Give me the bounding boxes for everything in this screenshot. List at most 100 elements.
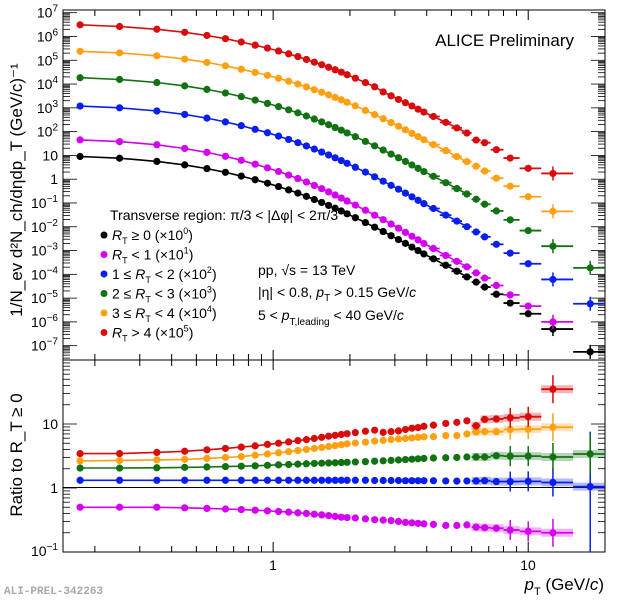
preliminary-id: ALI-PREL-342263 (4, 586, 103, 598)
data-point (263, 71, 272, 80)
data-point (294, 80, 302, 88)
ratio-point (472, 523, 480, 531)
data-point (274, 103, 283, 111)
data-point (472, 228, 480, 236)
data-point (310, 181, 318, 190)
ratio-point (274, 507, 283, 516)
ratio-point (337, 430, 345, 439)
data-point (586, 300, 594, 308)
ratio-point (325, 432, 333, 440)
data-point (76, 47, 84, 55)
data-point (586, 348, 594, 356)
legend-var: R (112, 325, 122, 341)
data-point (237, 65, 245, 73)
data-point (463, 273, 471, 281)
data-point (549, 242, 557, 250)
data-point (343, 129, 351, 137)
data-point (506, 249, 514, 257)
data-point (401, 157, 410, 166)
ratio-point (318, 459, 326, 467)
data-point (263, 179, 272, 187)
data-point (387, 119, 395, 127)
data-point (442, 261, 450, 269)
data-point (463, 158, 471, 166)
data-point (429, 112, 438, 121)
ratio-point (361, 476, 370, 484)
ratio-point (310, 444, 318, 453)
spectrum-series-3 (76, 74, 605, 275)
data-point (442, 118, 450, 126)
axis-ticks (63, 10, 606, 553)
ratio-point (414, 519, 422, 527)
data-point (325, 151, 333, 159)
ratio-point (453, 453, 461, 462)
legend-marker (100, 251, 108, 258)
ratio-point (331, 512, 339, 520)
legend-sub: T (145, 295, 151, 305)
ratio-point (251, 476, 259, 484)
data-point (115, 138, 124, 146)
data-point (549, 169, 557, 178)
data-point (76, 152, 84, 161)
data-point (429, 244, 438, 253)
ratio-y-tick-label: 10−1 (31, 542, 58, 559)
data-point (331, 204, 339, 212)
data-point (453, 217, 461, 225)
ratio-point (506, 414, 514, 422)
legend-header: Transverse region: π/3 < |Δφ| < 2π/3 (110, 207, 338, 223)
spectrum-series-1 (76, 136, 574, 329)
legend-rel: > 4 (×10 (128, 325, 184, 341)
ratio-point (221, 462, 230, 471)
ratio-point (203, 454, 211, 463)
ratio-point (472, 428, 480, 436)
bottom-y-axis-title: Ratio to R_T ≥ 0 (7, 393, 26, 516)
data-point (251, 125, 259, 133)
legend: RT ≥ 0 (×100)RT < 1 (×101)1 ≤ RT < 2 (×1… (100, 226, 217, 344)
data-point (492, 290, 500, 298)
legend-sub: T (145, 314, 151, 324)
ratio-point (181, 476, 189, 484)
ratio-point (153, 448, 161, 456)
data-point (524, 260, 532, 268)
y-tick-label-base: 10 (37, 76, 53, 92)
leading-a: 5 < (258, 307, 282, 323)
ratio-point (274, 449, 283, 457)
legend-marker (100, 329, 108, 336)
ratio-point (337, 458, 345, 467)
data-point (442, 251, 450, 260)
ratio-point (294, 460, 302, 468)
data-point (379, 227, 387, 236)
data-point (331, 93, 339, 101)
ratio-point (331, 476, 339, 484)
data-point (76, 21, 84, 29)
data-point (420, 239, 428, 248)
ratio-point (371, 437, 379, 445)
data-point (472, 195, 480, 203)
data-point (181, 161, 189, 169)
ratio-point (337, 513, 345, 521)
y-tick-label: 10−6 (31, 313, 58, 330)
y-tick-label-exp: 4 (52, 75, 58, 86)
ratio-point (420, 433, 428, 441)
legend-marker (100, 270, 108, 278)
ratio-point (76, 503, 84, 511)
ratio-point (203, 504, 211, 513)
legend-entry: 3 ≤ RT < 4 (×104) (112, 304, 217, 324)
ratio-point (361, 427, 370, 435)
data-point (361, 137, 370, 146)
legend-exp: 0 (183, 226, 188, 236)
data-point (337, 156, 345, 165)
y-tick-label-exp: −1 (47, 194, 59, 205)
ratio-point (76, 476, 84, 484)
data-point (302, 178, 310, 186)
ratio-point (492, 452, 500, 460)
ratio-point (181, 455, 189, 463)
eta-cut-c: c (409, 284, 416, 300)
ratio-point (524, 527, 532, 535)
top-y-tick-labels: 10710610510410310210110−110−210−310−410−… (31, 4, 58, 354)
data-point (387, 92, 395, 100)
y-tick-label-exp: 3 (52, 99, 58, 110)
ratio-point (463, 477, 471, 485)
data-point (442, 179, 450, 187)
data-point (153, 107, 161, 115)
